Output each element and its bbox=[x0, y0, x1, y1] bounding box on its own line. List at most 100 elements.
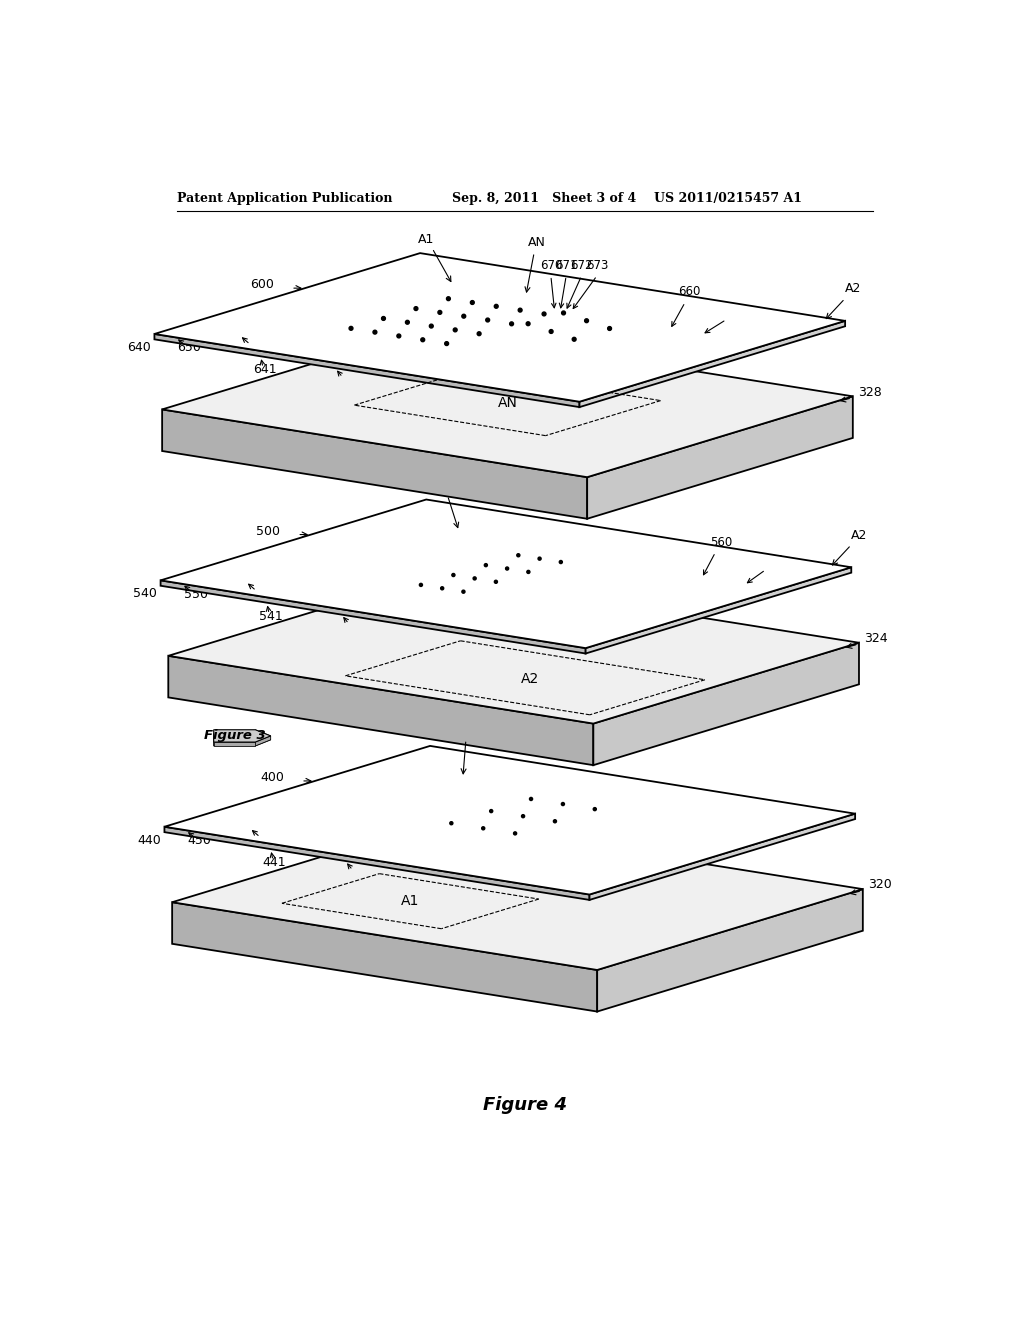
Text: 673: 673 bbox=[586, 260, 608, 272]
Ellipse shape bbox=[318, 351, 336, 359]
Ellipse shape bbox=[439, 560, 455, 565]
Text: A1: A1 bbox=[435, 479, 452, 492]
Text: A2: A2 bbox=[521, 672, 540, 685]
Ellipse shape bbox=[639, 867, 656, 875]
Circle shape bbox=[444, 342, 449, 346]
Ellipse shape bbox=[685, 334, 700, 341]
Circle shape bbox=[462, 590, 465, 593]
Circle shape bbox=[349, 326, 353, 330]
Circle shape bbox=[538, 557, 541, 560]
Circle shape bbox=[529, 797, 532, 800]
Circle shape bbox=[495, 305, 498, 309]
Ellipse shape bbox=[641, 348, 656, 354]
Ellipse shape bbox=[730, 796, 746, 804]
Circle shape bbox=[446, 297, 451, 301]
Text: 441: 441 bbox=[263, 857, 287, 869]
Ellipse shape bbox=[551, 346, 566, 352]
Ellipse shape bbox=[620, 533, 637, 540]
Ellipse shape bbox=[556, 602, 571, 609]
Text: 542: 542 bbox=[341, 618, 365, 631]
Ellipse shape bbox=[719, 843, 735, 850]
Circle shape bbox=[514, 832, 517, 836]
Polygon shape bbox=[597, 890, 863, 1011]
Ellipse shape bbox=[240, 804, 256, 810]
Text: 324: 324 bbox=[864, 632, 888, 645]
Ellipse shape bbox=[652, 820, 669, 828]
Ellipse shape bbox=[309, 286, 326, 294]
Ellipse shape bbox=[359, 767, 376, 775]
Circle shape bbox=[521, 814, 524, 817]
Ellipse shape bbox=[269, 298, 287, 306]
Circle shape bbox=[406, 321, 410, 325]
Text: 650: 650 bbox=[177, 341, 202, 354]
Ellipse shape bbox=[773, 312, 790, 319]
Text: 440: 440 bbox=[137, 834, 161, 846]
Circle shape bbox=[440, 587, 443, 590]
Polygon shape bbox=[255, 737, 270, 746]
Ellipse shape bbox=[755, 585, 772, 591]
Ellipse shape bbox=[531, 385, 548, 393]
Circle shape bbox=[506, 568, 509, 570]
Text: 642: 642 bbox=[335, 372, 358, 385]
Ellipse shape bbox=[484, 623, 501, 631]
Polygon shape bbox=[168, 576, 859, 723]
Circle shape bbox=[495, 581, 498, 583]
Text: Sep. 8, 2011   Sheet 3 of 4: Sep. 8, 2011 Sheet 3 of 4 bbox=[453, 191, 637, 205]
Text: A1: A1 bbox=[418, 232, 434, 246]
Circle shape bbox=[454, 327, 457, 331]
Text: 671: 671 bbox=[555, 260, 578, 272]
Text: 541: 541 bbox=[259, 610, 283, 623]
Circle shape bbox=[559, 561, 562, 564]
Circle shape bbox=[489, 809, 493, 813]
Circle shape bbox=[510, 322, 513, 326]
Ellipse shape bbox=[607, 833, 625, 841]
Ellipse shape bbox=[526, 591, 542, 598]
Ellipse shape bbox=[596, 590, 611, 597]
Circle shape bbox=[473, 577, 476, 579]
Ellipse shape bbox=[635, 620, 652, 628]
Ellipse shape bbox=[389, 263, 406, 269]
Circle shape bbox=[421, 338, 425, 342]
Ellipse shape bbox=[566, 579, 582, 586]
Ellipse shape bbox=[595, 333, 610, 339]
Text: US 2011/0215457 A1: US 2011/0215457 A1 bbox=[654, 191, 802, 205]
Text: 640: 640 bbox=[127, 341, 151, 354]
Ellipse shape bbox=[319, 779, 336, 787]
Ellipse shape bbox=[218, 581, 236, 589]
Text: A1: A1 bbox=[401, 894, 420, 908]
Ellipse shape bbox=[212, 335, 229, 342]
Ellipse shape bbox=[788, 326, 805, 333]
Text: 641: 641 bbox=[253, 363, 276, 376]
Ellipse shape bbox=[415, 795, 428, 801]
Circle shape bbox=[481, 826, 484, 830]
Polygon shape bbox=[172, 821, 863, 970]
Ellipse shape bbox=[265, 343, 283, 351]
Circle shape bbox=[607, 326, 611, 330]
Ellipse shape bbox=[455, 261, 471, 268]
Text: 670: 670 bbox=[540, 260, 562, 272]
Circle shape bbox=[561, 312, 565, 315]
Polygon shape bbox=[587, 396, 853, 519]
Circle shape bbox=[553, 820, 556, 822]
Polygon shape bbox=[161, 581, 586, 653]
Circle shape bbox=[450, 821, 453, 825]
Polygon shape bbox=[162, 409, 587, 519]
Text: 451: 451 bbox=[253, 832, 276, 845]
Ellipse shape bbox=[486, 603, 502, 610]
Text: 328: 328 bbox=[858, 385, 882, 399]
Ellipse shape bbox=[355, 521, 372, 528]
Ellipse shape bbox=[507, 269, 524, 277]
Ellipse shape bbox=[329, 845, 345, 851]
Circle shape bbox=[549, 330, 553, 334]
Ellipse shape bbox=[532, 832, 549, 840]
Ellipse shape bbox=[799, 818, 815, 826]
Ellipse shape bbox=[538, 569, 553, 576]
Ellipse shape bbox=[370, 561, 385, 566]
Ellipse shape bbox=[726, 550, 742, 557]
Polygon shape bbox=[214, 730, 270, 742]
Circle shape bbox=[429, 325, 433, 327]
Ellipse shape bbox=[675, 609, 692, 616]
Polygon shape bbox=[580, 321, 845, 407]
Ellipse shape bbox=[612, 808, 629, 814]
Circle shape bbox=[542, 312, 546, 315]
